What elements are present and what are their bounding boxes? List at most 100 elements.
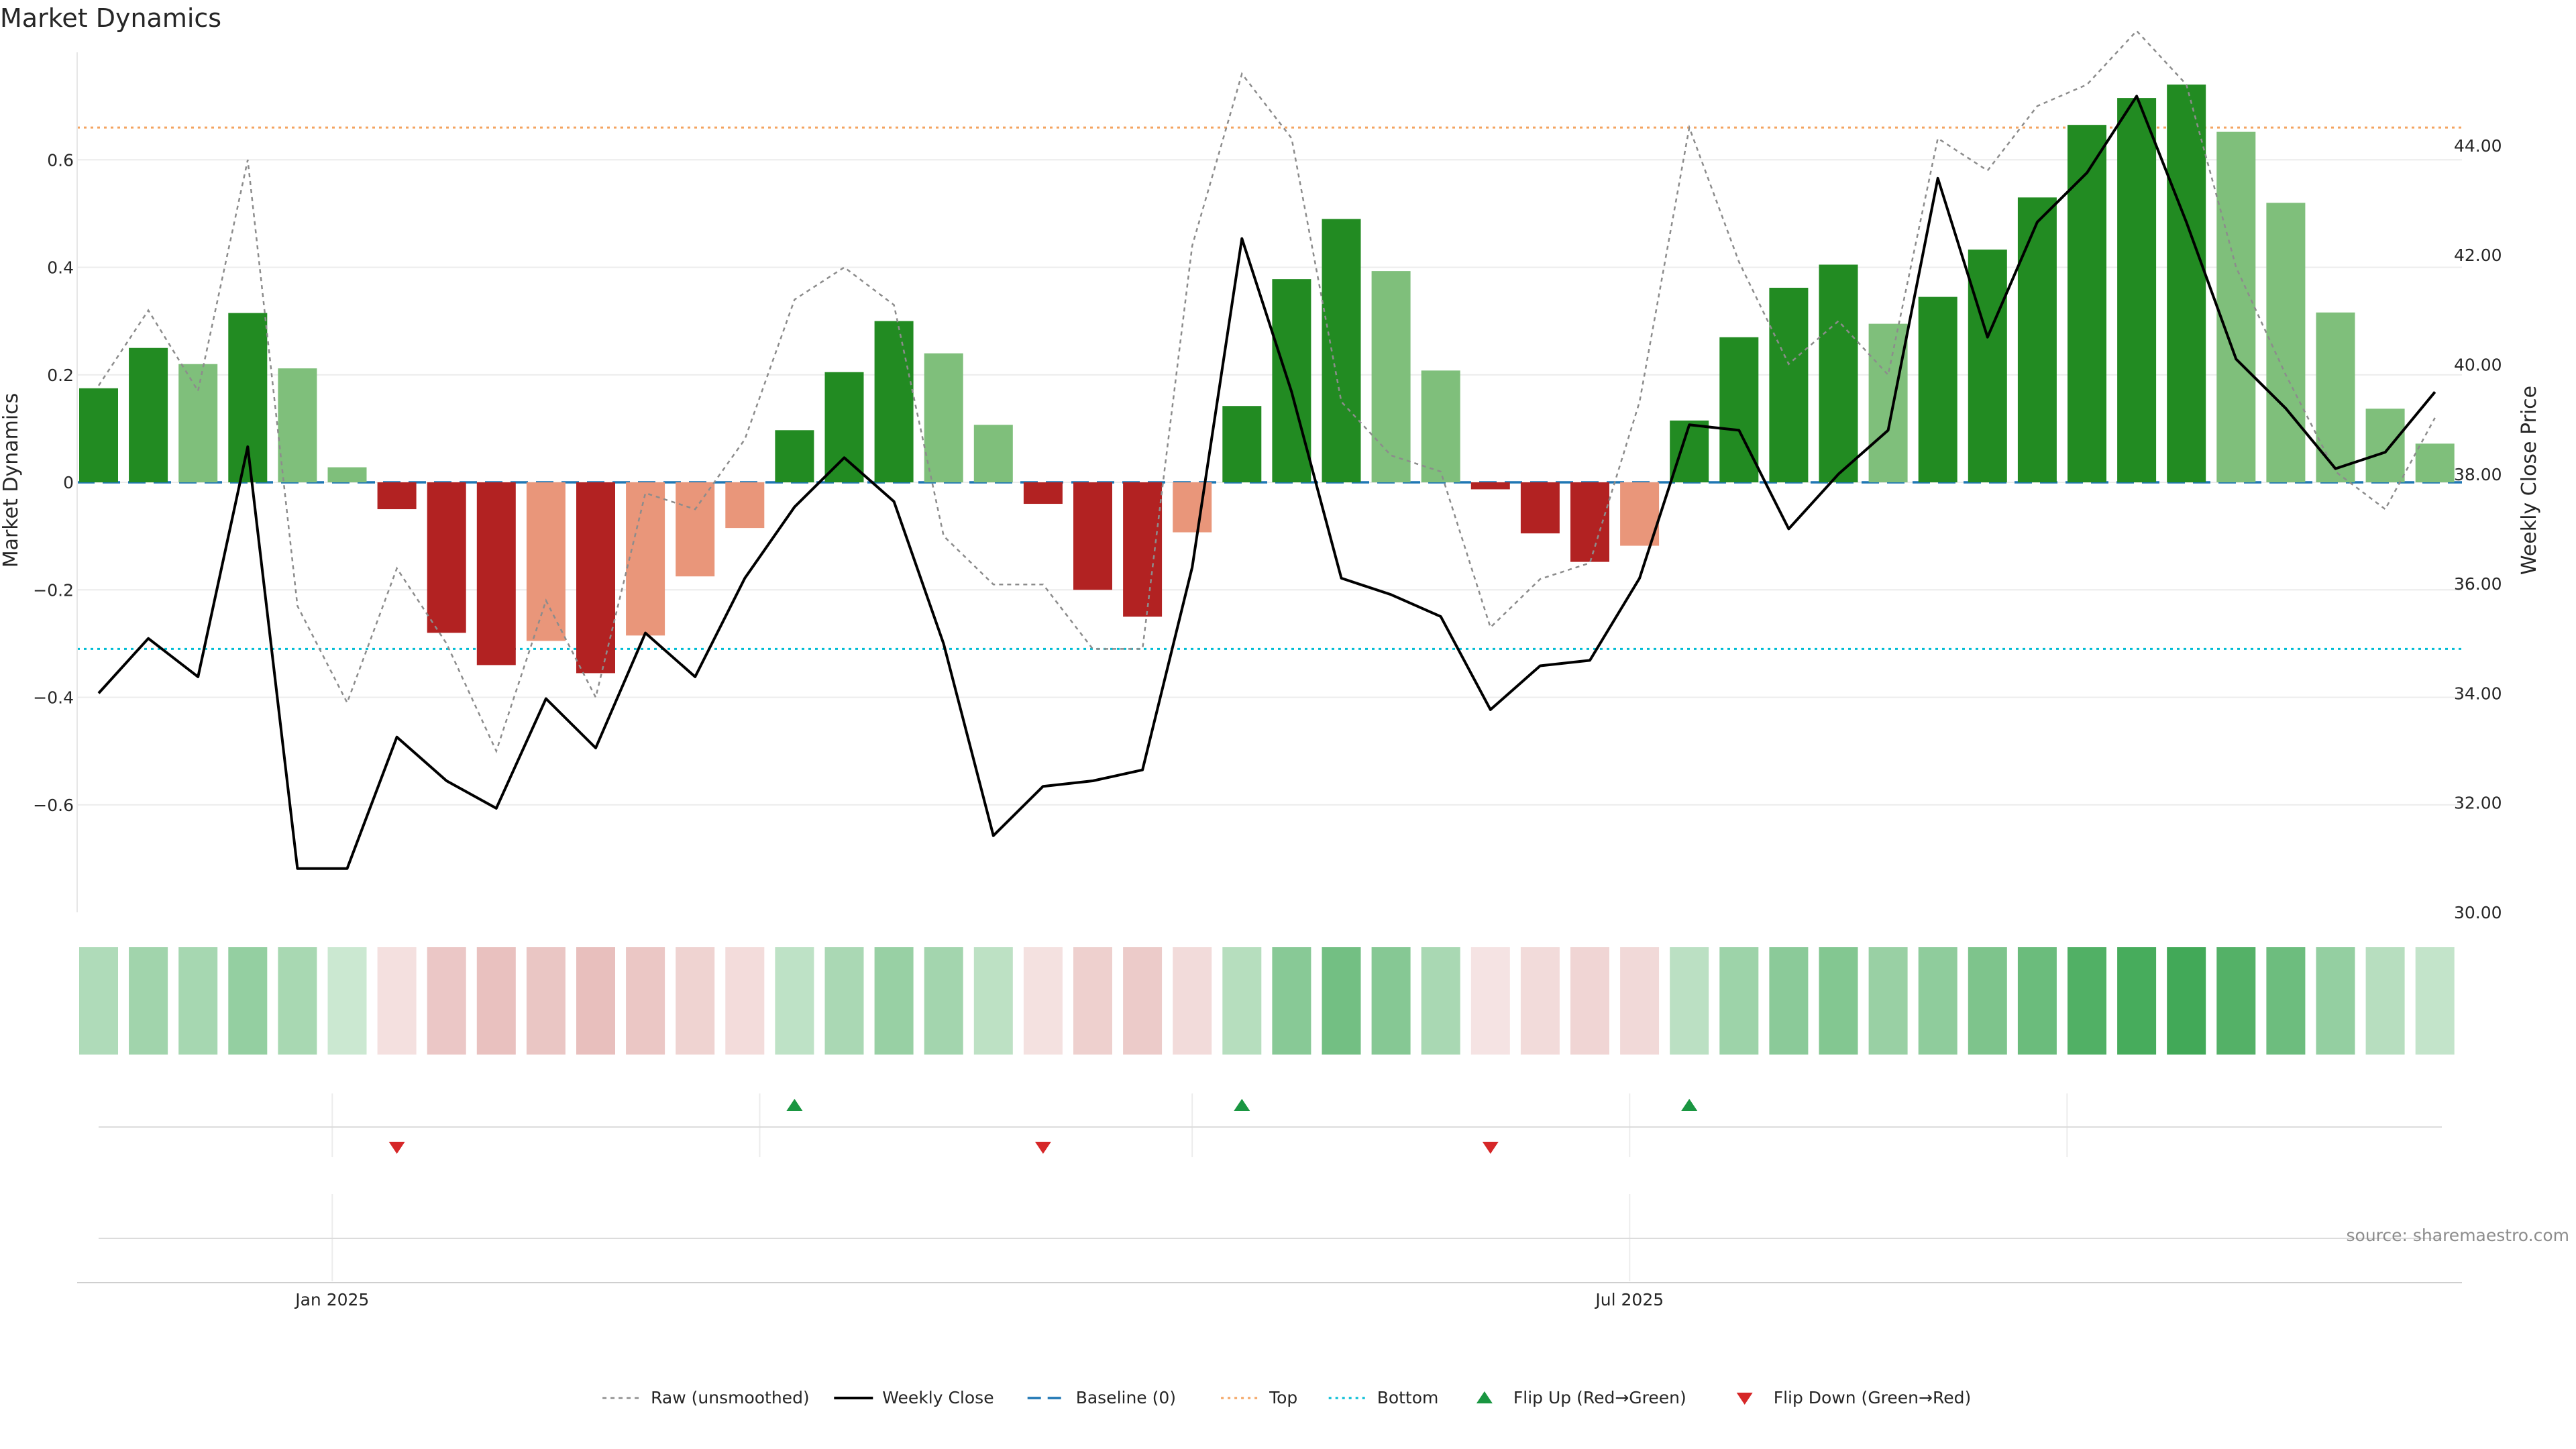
flip-up-marker [1234, 1099, 1250, 1111]
flip-down-marker [1034, 1142, 1051, 1154]
bar [1868, 323, 1908, 482]
heat-strip [79, 947, 2455, 1055]
heat-cell [1322, 947, 1361, 1055]
heat-cell [1620, 947, 1660, 1055]
bar [526, 482, 566, 641]
heat-cell [1918, 947, 1957, 1055]
bar [1470, 482, 1510, 490]
bar [1371, 271, 1411, 482]
legend-item-flip_down: Flip Down (Green→Red) [1736, 1388, 1972, 1407]
heat-cell [2266, 947, 2306, 1055]
bar [1918, 297, 1957, 482]
heat-cell [1123, 947, 1163, 1055]
bar [1222, 406, 1262, 482]
heat-cell [676, 947, 715, 1055]
reference-lines [77, 126, 2462, 650]
bar [1421, 370, 1460, 482]
y-tick-label: 0.6 [47, 150, 74, 170]
bar [327, 467, 367, 482]
heat-cell [2415, 947, 2455, 1055]
y-tick-label: −0.4 [33, 688, 74, 708]
bar [2216, 131, 2256, 482]
heat-cell [2216, 947, 2256, 1055]
legend-item-raw: Raw (unsmoothed) [602, 1388, 810, 1407]
bar [1123, 482, 1163, 617]
heat-cell [228, 947, 268, 1055]
weekly-close-line [97, 95, 2436, 870]
bar [775, 430, 814, 482]
heat-cell [1173, 947, 1212, 1055]
legend-swatch-flip-down [1736, 1393, 1753, 1405]
heat-cell [725, 947, 765, 1055]
heat-cell [2017, 947, 2057, 1055]
bar [1769, 287, 1809, 482]
heat-cell [1719, 947, 1759, 1055]
y2-tick-label: 34.00 [2454, 684, 2502, 703]
bars [79, 85, 2455, 674]
heat-cell [1272, 947, 1311, 1055]
bar [1322, 219, 1361, 482]
flip-up-marker [786, 1099, 803, 1111]
y2-tick-label: 36.00 [2454, 574, 2502, 594]
heat-cell [1470, 947, 1510, 1055]
bar [476, 482, 516, 665]
heat-cell [129, 947, 168, 1055]
legend-label: Bottom [1377, 1388, 1439, 1407]
bar [1819, 264, 1858, 482]
x-tick-label: Jan 2025 [294, 1290, 369, 1309]
heat-cell [476, 947, 516, 1055]
bar [973, 425, 1013, 482]
heat-cell [2316, 947, 2355, 1055]
bar [2266, 203, 2306, 482]
bar [1272, 279, 1311, 482]
bar [1968, 250, 2007, 482]
legend-label: Flip Down (Green→Red) [1774, 1388, 1972, 1407]
heat-cell [973, 947, 1013, 1055]
heat-cell [1421, 947, 1460, 1055]
bar [178, 364, 218, 482]
heat-cell [1520, 947, 1560, 1055]
bar [824, 372, 864, 482]
heat-cell [775, 947, 814, 1055]
y-tick-label: 0.2 [47, 366, 74, 385]
y-tick-label: 0.4 [47, 258, 74, 278]
legend-item-flip_up: Flip Up (Red→Green) [1476, 1388, 1686, 1407]
source-note: source: sharemaestro.com [2347, 1226, 2570, 1245]
heat-cell [2068, 947, 2106, 1055]
heat-cell [427, 947, 466, 1055]
legend-item-bottom: Bottom [1328, 1388, 1439, 1407]
heat-cell [626, 947, 665, 1055]
bar [377, 482, 417, 510]
heat-cell [178, 947, 218, 1055]
y2-tick-label: 38.00 [2454, 465, 2502, 484]
bar [874, 321, 914, 482]
x-tick-label: Jul 2025 [1594, 1290, 1664, 1309]
heat-cell [1868, 947, 1908, 1055]
heat-cell [2365, 947, 2405, 1055]
y2-tick-label: 42.00 [2454, 246, 2502, 265]
y2-tick-label: 30.00 [2454, 903, 2502, 922]
bar [2117, 98, 2157, 482]
flip-down-marker [1482, 1142, 1499, 1154]
raw-series-line [97, 30, 2436, 753]
bar [2365, 409, 2405, 482]
bar [2167, 85, 2206, 482]
bar [676, 482, 715, 577]
y-tick-label: 0 [63, 473, 74, 492]
bar [1570, 482, 1609, 562]
x-axis: Jan 2025 Jul 2025 [77, 1282, 2462, 1309]
flip-up-marker [1681, 1099, 1698, 1111]
bar [1719, 337, 1759, 482]
legend-swatch-flip-up [1476, 1391, 1493, 1403]
heat-cell [2167, 947, 2206, 1055]
bar [1023, 482, 1063, 504]
heat-cell [1769, 947, 1809, 1055]
bar [2017, 197, 2057, 482]
bar [278, 368, 317, 482]
heat-cell [278, 947, 317, 1055]
bar [626, 482, 665, 636]
heat-cell [1371, 947, 1411, 1055]
legend-item-top: Top [1221, 1388, 1297, 1407]
series-lines [97, 30, 2436, 870]
